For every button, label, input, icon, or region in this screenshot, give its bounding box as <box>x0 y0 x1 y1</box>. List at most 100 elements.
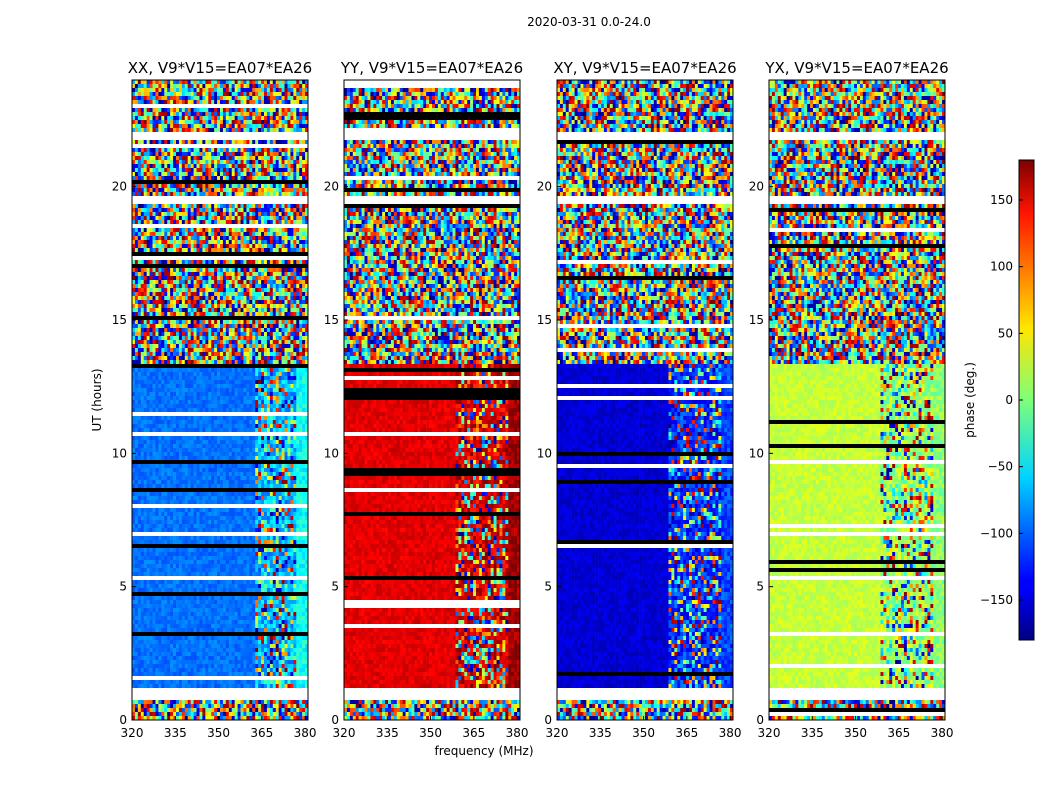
heatmap-cell <box>178 400 183 404</box>
flag-row <box>132 252 308 256</box>
heatmap-cell <box>199 436 203 440</box>
heatmap-cell <box>220 396 224 400</box>
heatmap-cell <box>137 172 142 176</box>
heatmap-cell <box>261 248 265 252</box>
heatmap-cell <box>234 88 238 92</box>
heatmap-cell <box>170 324 174 328</box>
heatmap-cell <box>164 164 168 168</box>
heatmap-cell <box>249 348 253 352</box>
heatmap-cell <box>196 172 200 176</box>
heatmap-cell <box>278 80 282 84</box>
heatmap-cell <box>275 220 279 224</box>
heatmap-cell <box>302 220 306 224</box>
heatmap-cell <box>299 356 303 360</box>
heatmap-cell <box>167 112 171 116</box>
heatmap-cell <box>234 440 238 444</box>
heatmap-cell <box>287 468 291 472</box>
heatmap-cell <box>178 220 183 224</box>
heatmap-cell <box>158 368 162 372</box>
heatmap-cell <box>264 260 268 264</box>
heatmap-cell <box>234 416 238 420</box>
heatmap-cell <box>237 292 241 296</box>
heatmap-cell <box>228 248 233 252</box>
heatmap-cell <box>249 388 253 392</box>
heatmap-cell <box>269 376 274 380</box>
heatmap-cell <box>243 276 247 280</box>
heatmap-cell <box>149 400 153 404</box>
heatmap-cell <box>217 320 221 324</box>
heatmap-cell <box>252 436 256 440</box>
heatmap-cell <box>190 416 194 420</box>
heatmap-cell <box>266 424 271 428</box>
heatmap-cell <box>296 176 300 180</box>
heatmap-cell <box>293 128 297 132</box>
heatmap-cell <box>264 468 268 472</box>
heatmap-cell <box>164 428 168 432</box>
heatmap-cell <box>211 100 215 104</box>
heatmap-cell <box>278 288 282 292</box>
heatmap-cell <box>266 160 271 164</box>
heatmap-cell <box>181 336 186 340</box>
heatmap-cell <box>140 308 145 312</box>
heatmap-cell <box>252 108 256 112</box>
heatmap-cell <box>269 260 274 264</box>
heatmap-cell <box>173 272 177 276</box>
heatmap-cell <box>293 296 297 300</box>
heatmap-cell <box>178 424 183 428</box>
heatmap-cell <box>272 392 277 396</box>
heatmap-cell <box>196 296 200 300</box>
heatmap-cell <box>290 404 294 408</box>
heatmap-cell <box>272 272 277 276</box>
heatmap-cell <box>196 332 200 336</box>
heatmap-cell <box>272 444 277 448</box>
heatmap-cell <box>287 88 291 92</box>
heatmap-cell <box>293 376 297 380</box>
heatmap-cell <box>193 324 197 328</box>
heatmap-cell <box>266 308 271 312</box>
heatmap-cell <box>243 292 247 296</box>
heatmap-cell <box>284 88 288 92</box>
heatmap-cell <box>266 472 271 476</box>
heatmap-cell <box>228 152 233 156</box>
heatmap-cell <box>132 332 136 336</box>
heatmap-cell <box>237 336 241 340</box>
heatmap-cell <box>305 272 309 276</box>
heatmap-cell <box>222 124 227 128</box>
heatmap-cell <box>281 112 285 116</box>
heatmap-cell <box>264 464 268 468</box>
heatmap-cell <box>146 336 150 340</box>
heatmap-cell <box>255 372 259 376</box>
heatmap-cell <box>296 420 300 424</box>
heatmap-cell <box>187 324 191 328</box>
heatmap-cell <box>222 216 227 220</box>
heatmap-cell <box>134 292 139 296</box>
heatmap-cell <box>161 360 165 364</box>
heatmap-cell <box>234 260 238 264</box>
heatmap-cell <box>231 356 235 360</box>
heatmap-cell <box>214 88 218 92</box>
heatmap-cell <box>181 92 186 96</box>
heatmap-cell <box>305 164 309 168</box>
heatmap-cell <box>255 188 259 192</box>
heatmap-cell <box>272 268 277 272</box>
heatmap-cell <box>222 164 227 168</box>
heatmap-cell <box>173 276 177 280</box>
heatmap-cell <box>214 392 218 396</box>
heatmap-cell <box>305 356 309 360</box>
heatmap-cell <box>170 428 174 432</box>
heatmap-cell <box>278 116 282 120</box>
heatmap-cell <box>187 312 191 316</box>
heatmap-cell <box>134 456 139 460</box>
heatmap-cell <box>246 340 250 344</box>
heatmap-cell <box>181 120 186 124</box>
heatmap-cell <box>184 336 189 340</box>
heatmap-cell <box>269 164 274 168</box>
heatmap-cell <box>140 424 145 428</box>
heatmap-cell <box>132 236 136 240</box>
heatmap-cell <box>220 160 224 164</box>
heatmap-cell <box>287 228 291 232</box>
heatmap-cell <box>305 420 309 424</box>
heatmap-cell <box>278 404 282 408</box>
heatmap-cell <box>287 336 291 340</box>
heatmap-cell <box>264 124 268 128</box>
